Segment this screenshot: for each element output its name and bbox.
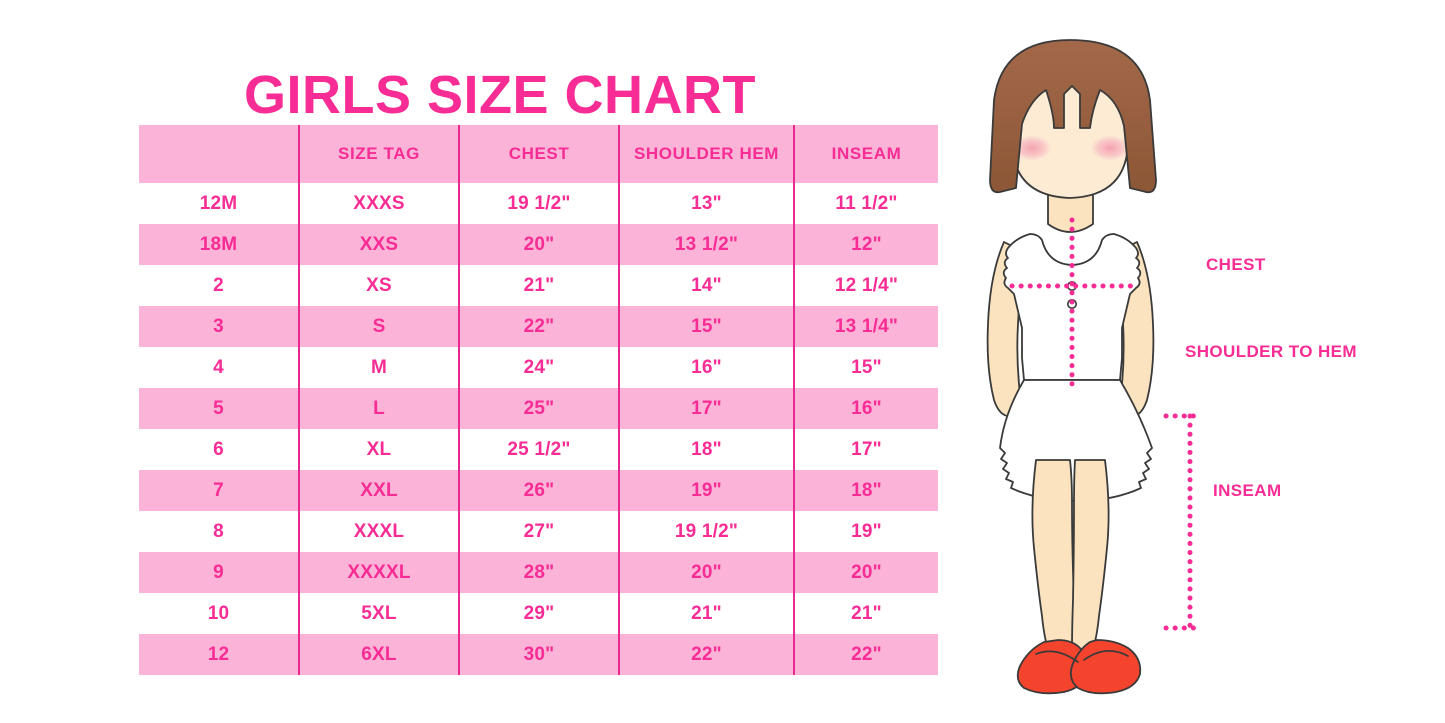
cell-inseam: 11 1/2" — [794, 183, 938, 224]
cell-size: 7 — [139, 470, 300, 511]
cell-chest: 22" — [459, 306, 620, 347]
cell-chest: 21" — [459, 265, 620, 306]
inseam-callout-label: INSEAM — [1213, 481, 1282, 500]
cell-chest: 30" — [459, 634, 620, 675]
cell-chest: 29" — [459, 593, 620, 634]
cell-chest: 24" — [459, 347, 620, 388]
size-chart-table: SIZE TAG CHEST SHOULDER HEM INSEAM 12M XX… — [139, 125, 938, 675]
cell-size-tag: XXXXL — [299, 552, 460, 593]
cell-size-tag: XXS — [299, 224, 460, 265]
cell-shoulder-hem: 21" — [619, 593, 795, 634]
column-header-inseam: INSEAM — [794, 125, 938, 183]
cell-inseam: 22" — [794, 634, 938, 675]
cell-shoulder-hem: 14" — [619, 265, 795, 306]
column-header-size-tag: SIZE TAG — [299, 125, 460, 183]
table-row: 12 6XL 30" 22" 22" — [139, 634, 938, 675]
cell-chest: 25" — [459, 388, 620, 429]
leg-left-shape — [1031, 459, 1077, 651]
cell-inseam: 16" — [794, 388, 938, 429]
cell-size-tag: XL — [299, 429, 460, 470]
cell-inseam: 21" — [794, 593, 938, 634]
cell-shoulder-hem: 17" — [619, 388, 795, 429]
table-row: 6 XL 25 1/2" 18" 17" — [139, 429, 938, 470]
column-header-chest: CHEST — [459, 125, 620, 183]
table-row: 18M XXS 20" 13 1/2" 12" — [139, 224, 938, 265]
cell-size-tag: L — [299, 388, 460, 429]
table-header-row: SIZE TAG CHEST SHOULDER HEM INSEAM — [139, 125, 938, 183]
cell-shoulder-hem: 19 1/2" — [619, 511, 795, 552]
cell-chest: 19 1/2" — [459, 183, 620, 224]
cell-size-tag: XXXS — [299, 183, 460, 224]
cell-inseam: 20" — [794, 552, 938, 593]
cell-size: 9 — [139, 552, 300, 593]
shoulder-to-hem-callout-label: SHOULDER TO HEM — [1185, 342, 1357, 361]
table-row: 9 XXXXL 28" 20" 20" — [139, 552, 938, 593]
cell-size: 12 — [139, 634, 300, 675]
shoe-strap-right-icon — [1083, 650, 1129, 661]
blush-right-icon — [1090, 135, 1130, 161]
table-row: 8 XXXL 27" 19 1/2" 19" — [139, 511, 938, 552]
cell-chest: 26" — [459, 470, 620, 511]
table-row: 2 XS 21" 14" 12 1/4" — [139, 265, 938, 306]
cell-size: 18M — [139, 224, 300, 265]
cell-size-tag: 5XL — [299, 593, 460, 634]
cell-chest: 28" — [459, 552, 620, 593]
blush-left-icon — [1012, 135, 1052, 161]
table-row: 5 L 25" 17" 16" — [139, 388, 938, 429]
cell-shoulder-hem: 20" — [619, 552, 795, 593]
cell-shoulder-hem: 15" — [619, 306, 795, 347]
cell-shoulder-hem: 22" — [619, 634, 795, 675]
cell-size: 2 — [139, 265, 300, 306]
cell-inseam: 17" — [794, 429, 938, 470]
cell-size-tag: XS — [299, 265, 460, 306]
table-header: SIZE TAG CHEST SHOULDER HEM INSEAM — [139, 125, 938, 183]
cell-shoulder-hem: 19" — [619, 470, 795, 511]
cell-inseam: 19" — [794, 511, 938, 552]
column-header-shoulder-hem: SHOULDER HEM — [619, 125, 795, 183]
chest-callout-label: CHEST — [1206, 255, 1266, 274]
cell-inseam: 12 1/4" — [794, 265, 938, 306]
cell-size-tag: XXXL — [299, 511, 460, 552]
table-row: 12M XXXS 19 1/2" 13" 11 1/2" — [139, 183, 938, 224]
cell-size-tag: 6XL — [299, 634, 460, 675]
cell-size: 10 — [139, 593, 300, 634]
cell-size: 3 — [139, 306, 300, 347]
cell-chest: 27" — [459, 511, 620, 552]
cell-chest: 25 1/2" — [459, 429, 620, 470]
cell-shoulder-hem: 18" — [619, 429, 795, 470]
cell-size: 12M — [139, 183, 300, 224]
page-title: GIRLS SIZE CHART — [243, 65, 756, 126]
cell-size-tag: XXL — [299, 470, 460, 511]
table-row: 3 S 22" 15" 13 1/4" — [139, 306, 938, 347]
shoe-left-shape — [1016, 639, 1088, 695]
cell-inseam: 18" — [794, 470, 938, 511]
cell-size: 5 — [139, 388, 300, 429]
cell-size: 6 — [139, 429, 300, 470]
girl-figure-illustration — [986, 39, 1197, 695]
hair-shape — [989, 39, 1157, 194]
column-header-size — [139, 125, 300, 183]
table-row: 7 XXL 26" 19" 18" — [139, 470, 938, 511]
cell-size-tag: S — [299, 306, 460, 347]
shoe-strap-left-icon — [1035, 650, 1079, 663]
leg-right-shape — [1071, 459, 1110, 651]
cell-shoulder-hem: 13 1/2" — [619, 224, 795, 265]
table-body: 12M XXXS 19 1/2" 13" 11 1/2" 18M XXS 20" 13 1/2"… — [139, 183, 938, 675]
cell-shoulder-hem: 13" — [619, 183, 795, 224]
table-row: 4 M 24" 16" 15" — [139, 347, 938, 388]
table-row: 10 5XL 29" 21" 21" — [139, 593, 938, 634]
cell-size: 8 — [139, 511, 300, 552]
cell-inseam: 12" — [794, 224, 938, 265]
cell-shoulder-hem: 16" — [619, 347, 795, 388]
cell-chest: 20" — [459, 224, 620, 265]
cell-inseam: 15" — [794, 347, 938, 388]
cell-inseam: 13 1/4" — [794, 306, 938, 347]
cell-size: 4 — [139, 347, 300, 388]
cell-size-tag: M — [299, 347, 460, 388]
